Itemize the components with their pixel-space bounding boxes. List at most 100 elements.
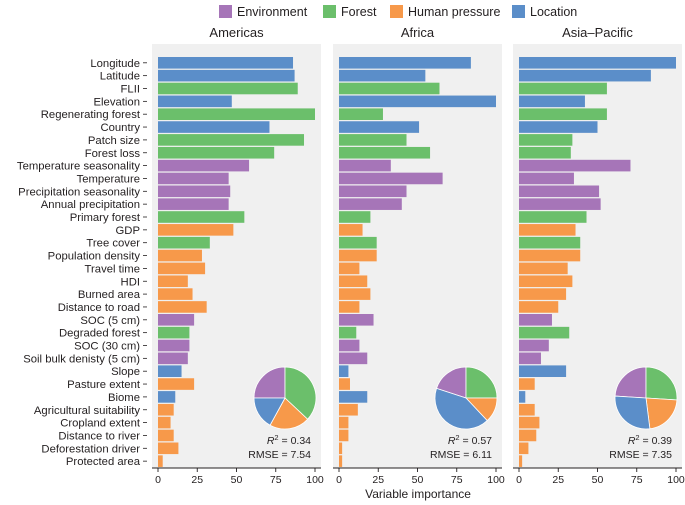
- bar-distance-to-river: [339, 429, 349, 442]
- category-label: Regenerating forest: [41, 109, 141, 121]
- bar-population-density: [158, 249, 202, 262]
- pie-slice-forest: [645, 366, 678, 401]
- bar-pasture-extent: [158, 378, 195, 390]
- r-squared-equals: =: [279, 435, 291, 447]
- bar-temperature: [519, 172, 574, 185]
- bar-protected-area: [339, 455, 343, 467]
- category-label: Tree cover: [86, 238, 140, 250]
- category-label: Biome: [108, 392, 140, 404]
- category-label: Distance to road: [58, 302, 140, 314]
- bar-agricultural-suitability: [339, 403, 358, 416]
- bar-primary-forest: [339, 211, 371, 223]
- rmse-stat: RMSE = 7.35: [609, 449, 672, 461]
- bar-annual-precipitation: [519, 198, 601, 210]
- bar-soc-5-cm: [158, 314, 195, 326]
- bar-population-density: [519, 249, 581, 262]
- bar-gdp: [339, 224, 363, 236]
- pie-slice-location: [434, 387, 488, 430]
- bar-soil-bulk-denisty-5-cm: [158, 352, 188, 365]
- bar-latitude: [339, 69, 426, 82]
- bar-gdp: [519, 224, 576, 236]
- legend-swatch-human-pressure: [390, 5, 403, 18]
- x-tick-label: 50: [412, 474, 424, 486]
- x-tick-label: 0: [336, 474, 342, 486]
- legend-label-location: Location: [530, 5, 577, 19]
- bar-temperature-seasonality: [519, 159, 631, 172]
- bar-temperature: [158, 172, 229, 185]
- x-tick-label: 50: [592, 474, 604, 486]
- bar-slope: [158, 365, 182, 377]
- category-label: Cropland extent: [60, 418, 141, 430]
- category-label: Patch size: [88, 135, 140, 147]
- pie-slice-human-pressure: [645, 397, 678, 430]
- bar-protected-area: [158, 455, 163, 467]
- bar-pasture-extent: [339, 378, 350, 390]
- category-label: Burned area: [78, 289, 141, 301]
- panel-title: Asia–Pacific: [562, 25, 633, 40]
- bar-country: [158, 121, 270, 133]
- legend-swatch-location: [512, 5, 525, 18]
- category-label: Latitude: [100, 71, 140, 83]
- category-label: Annual precipitation: [41, 199, 140, 211]
- r-squared-symbol: R: [267, 435, 275, 447]
- bar-distance-to-road: [339, 301, 360, 313]
- x-tick-label: 0: [155, 474, 161, 486]
- bar-patch-size: [158, 134, 305, 146]
- pie-slice-forest: [465, 366, 498, 399]
- x-tick-label: 75: [631, 474, 643, 486]
- bar-longitude: [339, 57, 471, 69]
- legend-swatch-forest: [323, 5, 336, 18]
- category-label: Distance to river: [58, 430, 140, 442]
- x-tick-label: 75: [270, 474, 282, 486]
- pie-slice-human-pressure: [269, 397, 309, 430]
- category-label: SOC (30 cm): [74, 341, 140, 353]
- pie-slice-location: [253, 397, 286, 426]
- legend-label-human-pressure: Human pressure: [408, 5, 500, 19]
- bar-burned-area: [519, 288, 567, 300]
- r-squared-stat: R2 = 0.57: [448, 433, 492, 447]
- bar-pasture-extent: [519, 378, 535, 390]
- bar-tree-cover: [158, 236, 210, 249]
- bar-degraded-forest: [339, 326, 357, 339]
- category-label: Protected area: [66, 456, 141, 468]
- r-squared-symbol: R: [628, 435, 636, 447]
- bar-travel-time: [339, 262, 360, 275]
- category-label: Primary forest: [70, 212, 141, 224]
- bar-burned-area: [158, 288, 193, 300]
- bar-latitude: [158, 69, 295, 82]
- bar-deforestation-driver: [158, 442, 179, 455]
- bar-hdi: [519, 275, 573, 288]
- pie-slice-location: [614, 395, 651, 430]
- bar-forest-loss: [339, 146, 431, 159]
- r-squared-equals: =: [640, 435, 652, 447]
- pie-slice-environment: [253, 366, 286, 399]
- bar-regenerating-forest: [158, 108, 315, 120]
- r-squared-value: 0.34: [291, 435, 312, 447]
- bar-longitude: [519, 57, 676, 69]
- r-squared-value: 0.57: [472, 435, 493, 447]
- category-label: Temperature: [77, 173, 140, 185]
- bar-cropland-extent: [339, 416, 349, 429]
- category-label: Degraded forest: [59, 328, 141, 340]
- r-squared-stat: R2 = 0.34: [267, 433, 311, 447]
- bar-degraded-forest: [158, 326, 190, 339]
- bar-tree-cover: [339, 236, 377, 249]
- category-label: Agricultural suitability: [34, 405, 140, 417]
- bar-precipitation-seasonality: [339, 185, 407, 198]
- legend-swatch-environment: [219, 5, 232, 18]
- category-label: GDP: [116, 225, 140, 237]
- category-label: Precipitation seasonality: [18, 186, 140, 198]
- rmse-stat: RMSE = 7.54: [248, 449, 311, 461]
- r-squared-exponent: 2: [635, 433, 639, 442]
- bar-longitude: [158, 57, 294, 69]
- category-label: Deforestation driver: [41, 443, 140, 455]
- bar-hdi: [339, 275, 368, 288]
- bar-distance-to-road: [519, 301, 559, 313]
- legend: Environment Forest Human pressure Location: [219, 5, 577, 19]
- r-squared-stat: R2 = 0.39: [628, 433, 672, 447]
- bar-annual-precipitation: [158, 198, 229, 210]
- bar-degraded-forest: [519, 326, 570, 339]
- bar-regenerating-forest: [339, 108, 383, 120]
- bar-annual-precipitation: [339, 198, 402, 210]
